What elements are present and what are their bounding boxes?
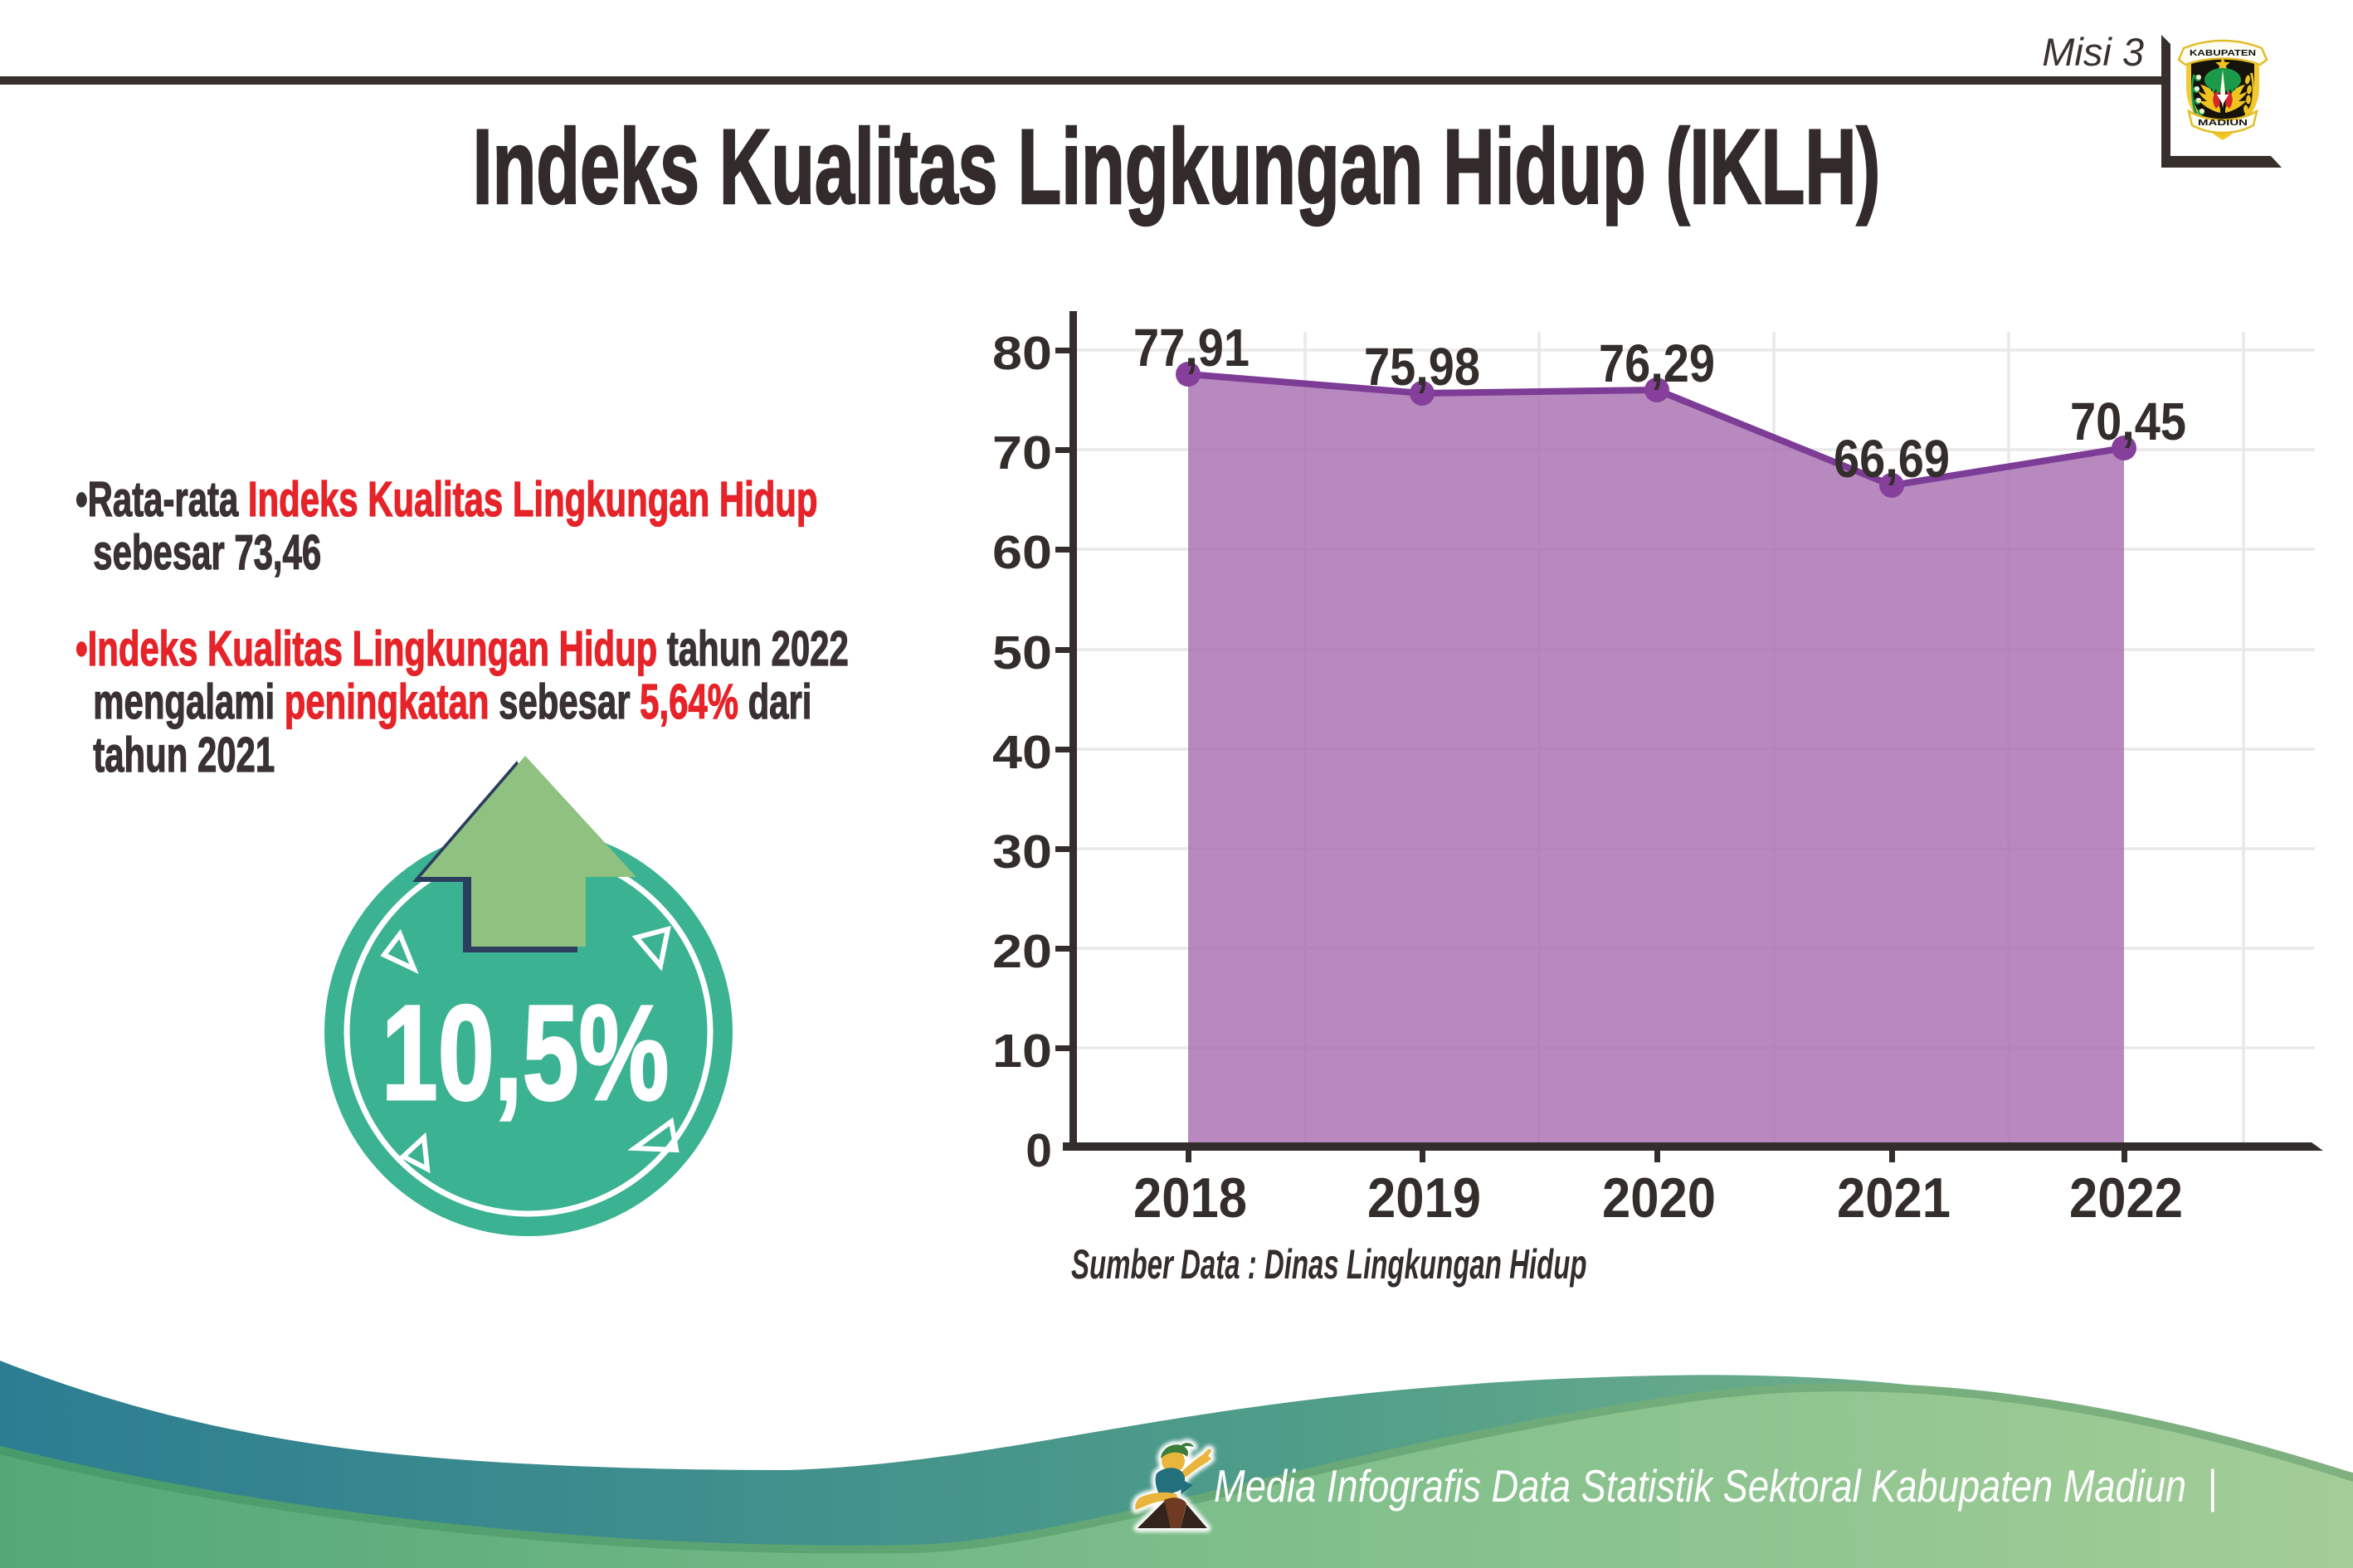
svg-text:77,91: 77,91	[1133, 318, 1250, 377]
svg-text:2020: 2020	[1602, 1166, 1716, 1230]
svg-text:MADIUN: MADIUN	[2198, 118, 2248, 128]
svg-text:50: 50	[992, 626, 1052, 679]
svg-text:20: 20	[992, 925, 1052, 978]
svg-text:10,5%: 10,5%	[382, 977, 670, 1128]
svg-text:10: 10	[992, 1025, 1052, 1078]
svg-text:2022: 2022	[2069, 1166, 2183, 1230]
svg-text:76,29: 76,29	[1599, 334, 1715, 393]
svg-text:40: 40	[992, 726, 1052, 779]
svg-text:30: 30	[992, 825, 1052, 879]
svg-text:2019: 2019	[1367, 1166, 1481, 1230]
svg-text:Media Infografis Data Statisti: Media Infografis Data Statistik Sektoral…	[1214, 1460, 2217, 1512]
svg-text:2021: 2021	[1837, 1166, 1951, 1230]
svg-text:66,69: 66,69	[1834, 429, 1950, 489]
svg-text:60: 60	[992, 526, 1052, 579]
svg-text:70: 70	[992, 426, 1052, 480]
svg-text:75,98: 75,98	[1364, 337, 1480, 397]
svg-text:KABUPATEN: KABUPATEN	[2190, 48, 2256, 58]
svg-text:0: 0	[1025, 1124, 1052, 1177]
svg-text:80: 80	[992, 327, 1052, 380]
svg-text:70,45: 70,45	[2070, 392, 2186, 451]
svg-text:2018: 2018	[1133, 1166, 1247, 1230]
